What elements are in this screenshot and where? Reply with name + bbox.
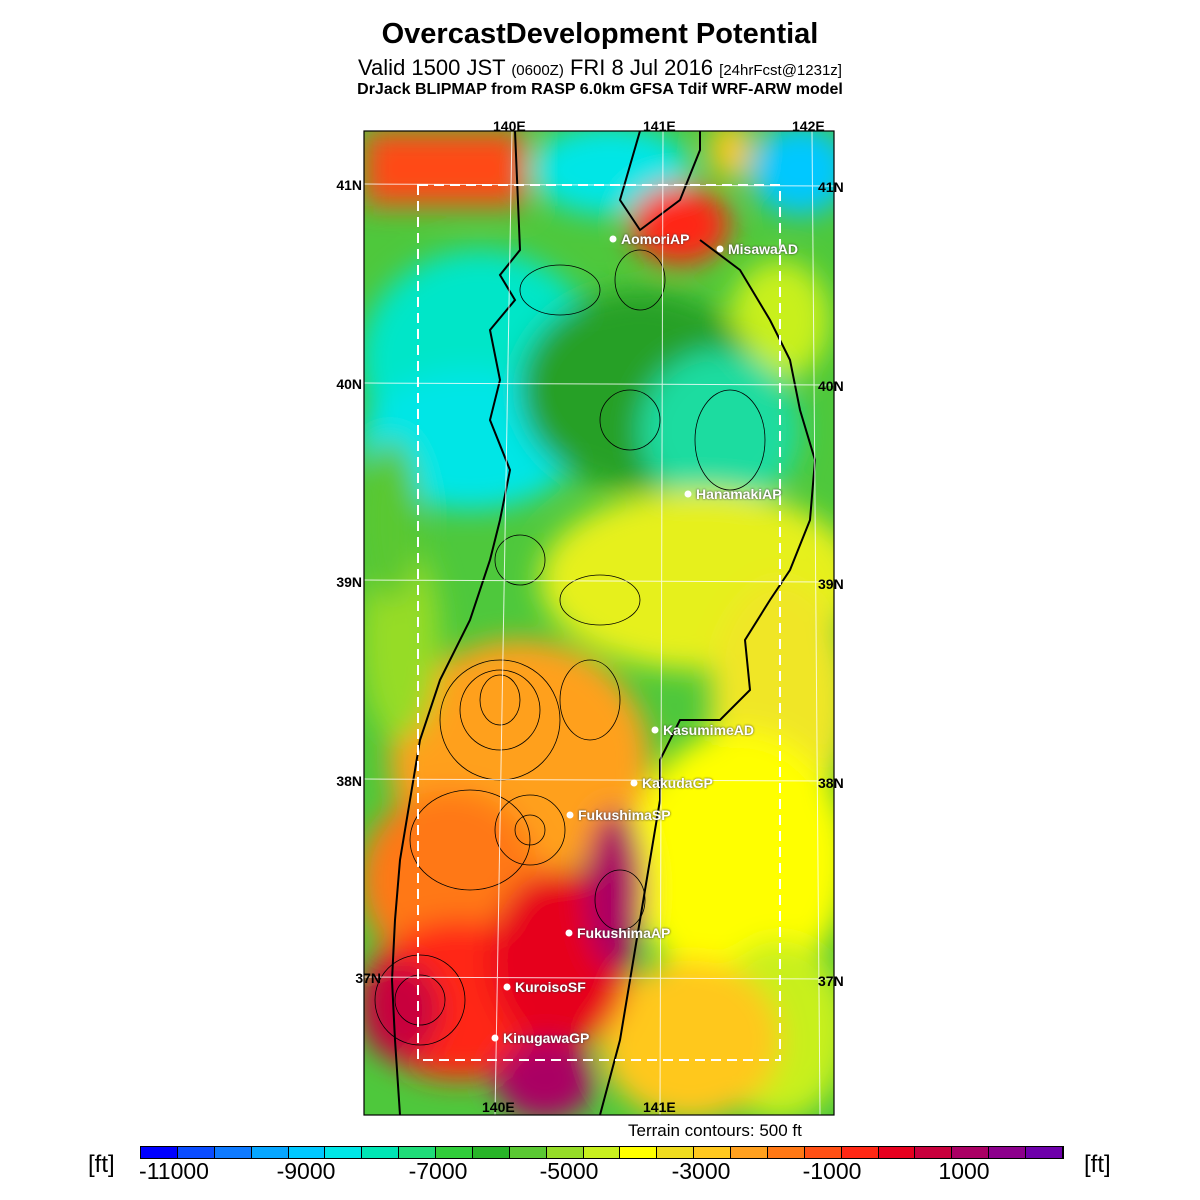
lat-label-right-37: 37N: [818, 973, 844, 989]
colorbar-swatch: [952, 1147, 990, 1158]
colorbar-swatch: [657, 1147, 695, 1158]
station-label-kinugawa: KinugawaGP: [503, 1030, 590, 1046]
colorbar-swatch: [141, 1147, 178, 1158]
unit-label-right: [ft]: [1084, 1151, 1111, 1178]
colorbar-swatch: [399, 1147, 436, 1158]
colorbar-swatch: [989, 1147, 1026, 1158]
colorbar-swatch: [214, 1147, 252, 1158]
colorbar-label-6: 1000: [938, 1158, 990, 1184]
colorbar-swatch: [878, 1147, 916, 1158]
page-title: OvercastDevelopment Potential: [381, 18, 819, 50]
coastline: [390, 131, 817, 1115]
station-label-fukushimasp: FukushimaSP: [578, 807, 671, 823]
colorbar-label-3: -5000: [539, 1158, 599, 1184]
lat-label-left-38: 38N: [336, 773, 362, 789]
colorbar-swatch: [546, 1147, 584, 1158]
lat-label-left-40: 40N: [336, 376, 362, 392]
station-marker-kinugawa: [491, 1034, 499, 1042]
station-marker-kasumime: [651, 726, 659, 734]
lat-label-left-39: 39N: [336, 574, 362, 590]
colorbar-swatch: [694, 1147, 731, 1158]
station-marker-aomori: [609, 235, 617, 243]
colorbar-swatch: [804, 1147, 842, 1158]
valid-zulu: (0600Z): [511, 62, 564, 79]
lat-label-right-41: 41N: [818, 179, 844, 195]
terrain-contours: [374, 249, 766, 1046]
colorbar-swatch: [177, 1147, 215, 1158]
lat-label-left-37: 37N: [355, 970, 381, 986]
station-marker-misawa: [716, 245, 724, 253]
lon-label-top-140: 140E: [493, 118, 526, 134]
lat-label-left-41: 41N: [336, 177, 362, 193]
colorbar: [140, 1146, 1064, 1159]
station-label-kakuda: KakudaGP: [642, 775, 713, 791]
colorbar-swatch: [325, 1147, 363, 1158]
station-marker-kakuda: [630, 779, 638, 787]
colorbar-swatch: [251, 1147, 289, 1158]
valid-forecast: [24hrFcst@1231z]: [719, 62, 842, 79]
station-marker-fukushimasp: [566, 811, 574, 819]
model-line: DrJack BLIPMAP from RASP 6.0km GFSA Tdif…: [357, 81, 843, 98]
colorbar-swatch: [436, 1147, 473, 1158]
lat-label-right-38: 38N: [818, 775, 844, 791]
colorbar-label-0: -11000: [139, 1158, 209, 1184]
colorbar-swatch: [1026, 1147, 1063, 1158]
unit-label-left: [ft]: [88, 1151, 115, 1178]
colorbar-swatch: [472, 1147, 510, 1158]
station-label-misawa: MisawaAD: [728, 241, 799, 257]
station-label-kuroiso: KuroisoSF: [515, 979, 586, 995]
colorbar-label-5: -1000: [802, 1158, 862, 1184]
terrain-note: Terrain contours: 500 ft: [628, 1121, 802, 1140]
colorbar-swatch: [509, 1147, 547, 1158]
colorbar-swatch: [767, 1147, 805, 1158]
lat-label-right-39: 39N: [818, 576, 844, 592]
lon-label-top-141: 141E: [643, 118, 676, 134]
inner-domain-box: [417, 184, 781, 1061]
colorbar-label-2: -7000: [408, 1158, 468, 1184]
station-marker-kuroiso: [503, 983, 511, 991]
lat-label-right-40: 40N: [818, 378, 844, 394]
colorbar-swatch: [583, 1147, 621, 1158]
valid-time: Valid 1500 JST (0600Z) FRI 8 Jul 2016 [2…: [0, 55, 1200, 81]
colorbar-label-4: -3000: [671, 1158, 731, 1184]
valid-main: Valid 1500 JST: [358, 55, 506, 80]
lon-label-top-142: 142E: [792, 118, 825, 134]
lon-label-bottom-140: 140E: [482, 1099, 515, 1115]
colorbar-swatch: [620, 1147, 658, 1158]
colorbar-swatch: [288, 1147, 326, 1158]
station-marker-fukushimaap: [565, 929, 573, 937]
station-label-aomori: AomoriAP: [621, 231, 690, 247]
station-label-fukushimaap: FukushimaAP: [577, 925, 671, 941]
station-markers: [491, 235, 724, 1042]
map-frame: [363, 130, 835, 1116]
lon-label-bottom-141: 141E: [643, 1099, 676, 1115]
colorbar-label-1: -9000: [276, 1158, 336, 1184]
station-label-kasumime: KasumimeAD: [663, 722, 755, 738]
station-marker-hanamaki: [684, 490, 692, 498]
valid-date: FRI 8 Jul 2016: [569, 55, 714, 80]
colorbar-swatch: [915, 1147, 953, 1158]
map-field: [364, 131, 834, 1115]
colorbar-swatch: [731, 1147, 768, 1158]
station-label-hanamaki: HanamakiAP: [696, 486, 782, 502]
colorbar-swatch: [841, 1147, 879, 1158]
colorbar-swatch: [362, 1147, 400, 1158]
